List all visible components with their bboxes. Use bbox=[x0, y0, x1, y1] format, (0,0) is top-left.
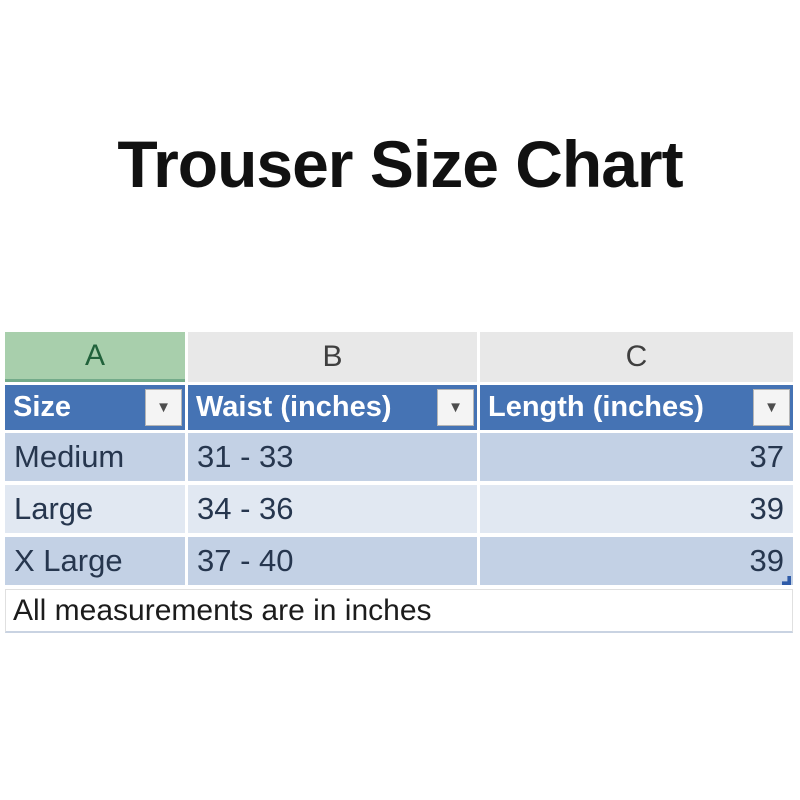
cell-size[interactable]: Medium bbox=[5, 433, 185, 481]
cell-size[interactable]: X Large bbox=[5, 537, 185, 585]
table-row-xlarge: X Large 37 - 40 39 bbox=[5, 537, 793, 585]
cell-length[interactable]: 37 bbox=[480, 433, 793, 481]
table-header-row: Size ▼ Waist (inches) ▼ Length (inches) … bbox=[5, 385, 793, 430]
header-cell-size[interactable]: Size ▼ bbox=[5, 385, 185, 430]
column-header-a[interactable]: A bbox=[5, 332, 185, 382]
filter-dropdown-icon: ▼ bbox=[764, 399, 779, 416]
spreadsheet-table: A B C Size ▼ Waist (inches) ▼ Length (in… bbox=[5, 332, 793, 633]
header-cell-length[interactable]: Length (inches) ▼ bbox=[480, 385, 793, 430]
header-label-length: Length (inches) bbox=[488, 391, 704, 423]
filter-button-waist[interactable]: ▼ bbox=[437, 389, 474, 426]
filter-button-size[interactable]: ▼ bbox=[145, 389, 182, 426]
cell-length[interactable]: 39 bbox=[480, 485, 793, 533]
page-title: Trouser Size Chart bbox=[117, 127, 683, 201]
footer-note-cell[interactable]: All measurements are in inches bbox=[5, 589, 793, 633]
cell-waist[interactable]: 31 - 33 bbox=[188, 433, 477, 481]
header-cell-waist[interactable]: Waist (inches) ▼ bbox=[188, 385, 477, 430]
cell-length[interactable]: 39 bbox=[480, 537, 793, 585]
cell-waist[interactable]: 34 - 36 bbox=[188, 485, 477, 533]
header-label-waist: Waist (inches) bbox=[196, 391, 392, 423]
column-header-c[interactable]: C bbox=[480, 332, 793, 382]
filter-dropdown-icon: ▼ bbox=[448, 399, 463, 416]
cell-size[interactable]: Large bbox=[5, 485, 185, 533]
cell-waist[interactable]: 37 - 40 bbox=[188, 537, 477, 585]
header-label-size: Size bbox=[13, 391, 72, 423]
table-row-large: Large 34 - 36 39 bbox=[5, 485, 793, 533]
table-row-medium: Medium 31 - 33 37 bbox=[5, 433, 793, 481]
column-letter-row: A B C bbox=[5, 332, 793, 382]
column-header-b[interactable]: B bbox=[188, 332, 477, 382]
filter-button-length[interactable]: ▼ bbox=[753, 389, 790, 426]
filter-dropdown-icon: ▼ bbox=[156, 399, 171, 416]
